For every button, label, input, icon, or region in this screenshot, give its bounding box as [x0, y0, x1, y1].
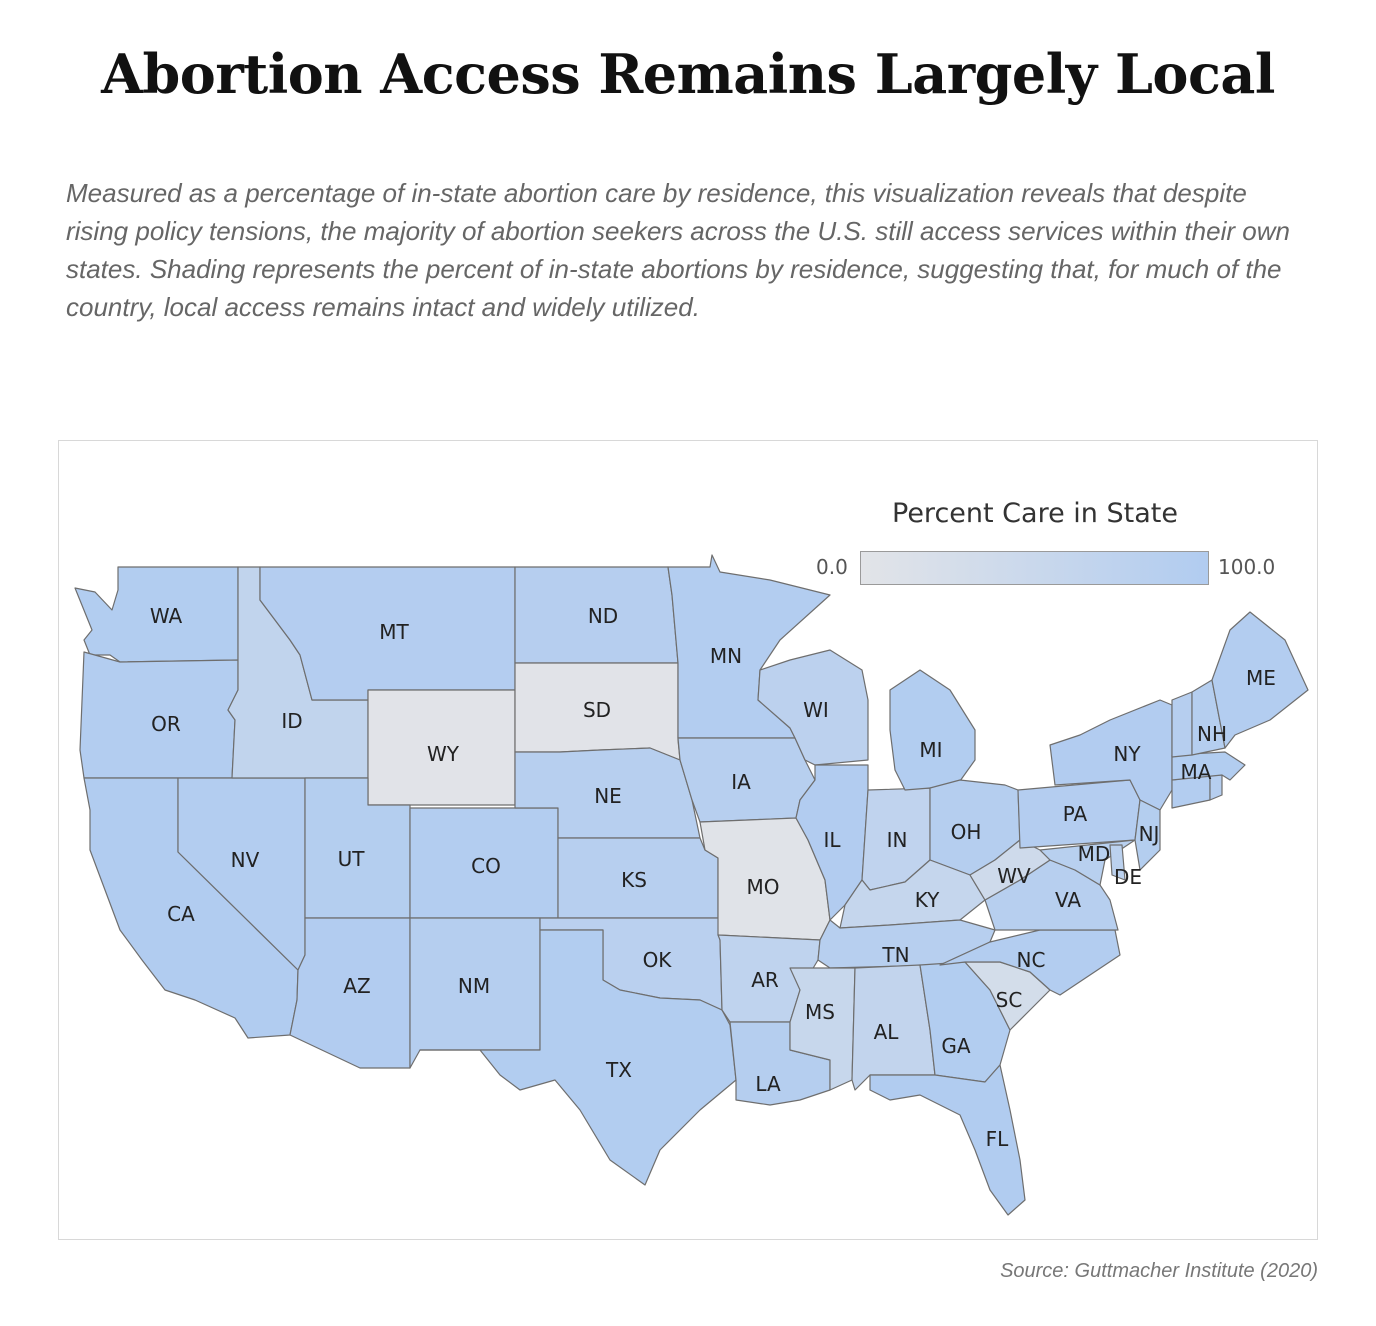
state-label-sc: SC — [996, 988, 1023, 1012]
state-label-de: DE — [1114, 865, 1142, 889]
state-label-ca: CA — [167, 902, 195, 926]
page-title: Abortion Access Remains Largely Local — [101, 42, 1275, 106]
state-label-ne: NE — [594, 784, 622, 808]
state-ri[interactable] — [1209, 774, 1223, 801]
state-label-or: OR — [151, 712, 181, 736]
state-label-al: AL — [874, 1020, 900, 1044]
state-label-wv: WV — [997, 864, 1031, 888]
state-nc[interactable] — [939, 929, 1121, 996]
state-label-pa: PA — [1063, 802, 1088, 826]
state-label-ar: AR — [751, 968, 779, 992]
state-label-ma: MA — [1181, 760, 1212, 784]
state-label-fl: FL — [986, 1127, 1010, 1151]
state-label-sd: SD — [583, 698, 611, 722]
state-label-mi: MI — [919, 738, 942, 762]
state-wi[interactable] — [757, 649, 869, 766]
state-tx[interactable] — [419, 929, 737, 1186]
state-vt[interactable] — [1171, 691, 1193, 758]
state-label-ms: MS — [805, 1000, 835, 1024]
state-mi[interactable] — [889, 669, 976, 791]
state-fl[interactable] — [869, 1064, 1026, 1216]
state-label-ut: UT — [338, 847, 366, 871]
state-label-il: IL — [823, 828, 841, 852]
state-me[interactable] — [1211, 611, 1309, 749]
state-label-id: ID — [281, 709, 302, 733]
state-label-me: ME — [1246, 666, 1276, 690]
state-label-ia: IA — [731, 770, 751, 794]
state-label-nm: NM — [458, 974, 490, 998]
legend-min-label: 0.0 — [816, 555, 848, 579]
state-label-in: IN — [887, 828, 908, 852]
state-label-wi: WI — [803, 698, 829, 722]
states-layer — [74, 554, 1309, 1216]
state-label-nv: NV — [231, 848, 260, 872]
state-de[interactable] — [1109, 844, 1126, 881]
state-label-az: AZ — [343, 974, 370, 998]
state-label-wy: WY — [427, 742, 460, 766]
state-label-ga: GA — [941, 1034, 970, 1058]
state-label-mt: MT — [379, 620, 409, 644]
state-label-tx: TX — [605, 1058, 632, 1082]
legend-gradient-bar — [860, 551, 1209, 585]
page-subtitle: Measured as a percentage of in-state abo… — [66, 178, 1290, 322]
state-label-co: CO — [471, 854, 501, 878]
state-label-ny: NY — [1113, 742, 1141, 766]
state-label-md: MD — [1078, 842, 1111, 866]
labels-layer: WA OR CA NV ID MT WY UT CO AZ NM ND SD NE KS OK TX MN IA MO… — [150, 604, 1276, 1151]
state-label-mo: MO — [747, 875, 780, 899]
state-label-nc: NC — [1017, 948, 1046, 972]
state-label-ks: KS — [621, 868, 647, 892]
state-label-mn: MN — [710, 644, 742, 668]
state-label-tn: TN — [881, 943, 909, 967]
state-label-va: VA — [1055, 888, 1081, 912]
state-label-wa: WA — [150, 604, 183, 628]
state-nj[interactable] — [1134, 799, 1161, 871]
state-label-oh: OH — [951, 820, 982, 844]
state-label-la: LA — [755, 1072, 781, 1096]
state-label-nd: ND — [588, 604, 618, 628]
state-label-ok: OK — [643, 948, 673, 972]
state-label-nj: NJ — [1139, 822, 1160, 846]
legend-title: Percent Care in State — [892, 498, 1178, 529]
state-il[interactable] — [795, 764, 869, 921]
state-ma[interactable] — [1171, 751, 1246, 781]
state-label-ky: KY — [915, 888, 940, 912]
state-mn[interactable] — [667, 554, 831, 739]
state-label-nh: NH — [1197, 722, 1227, 746]
source-note: Source: Guttmacher Institute (2020) — [1000, 1260, 1318, 1282]
legend-max-label: 100.0 — [1218, 555, 1276, 579]
